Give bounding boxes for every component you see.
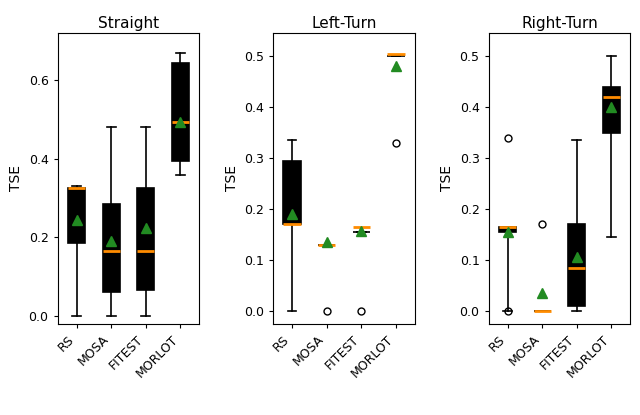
PathPatch shape: [172, 63, 189, 161]
Y-axis label: TSE: TSE: [9, 166, 23, 191]
PathPatch shape: [137, 188, 154, 290]
PathPatch shape: [284, 161, 301, 225]
Y-axis label: TSE: TSE: [440, 166, 454, 191]
PathPatch shape: [68, 188, 85, 243]
PathPatch shape: [499, 227, 516, 232]
PathPatch shape: [568, 225, 586, 306]
Y-axis label: TSE: TSE: [225, 166, 239, 191]
Title: Straight: Straight: [98, 16, 159, 31]
Title: Right-Turn: Right-Turn: [521, 16, 598, 31]
Title: Left-Turn: Left-Turn: [311, 16, 377, 31]
PathPatch shape: [603, 87, 620, 132]
PathPatch shape: [102, 204, 120, 292]
